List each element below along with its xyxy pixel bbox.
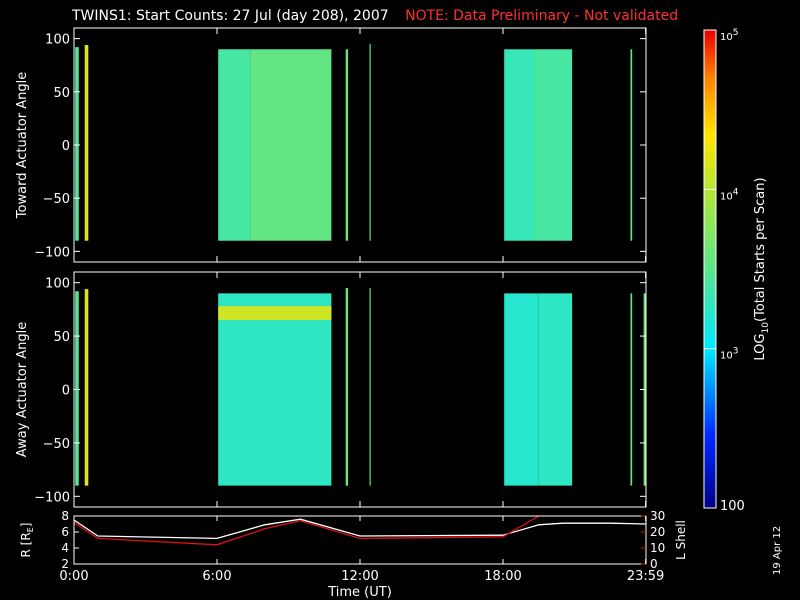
toward-panel-cell-5 [369,43,371,241]
ephemeris-ytick-label-3: 2 [61,557,69,571]
away-panel-cell-1 [84,289,89,486]
toward-panel-cell-2 [218,49,251,241]
toward-panel-ytick-label-4: −100 [34,245,70,260]
toward-panel-cell-7 [533,49,573,241]
away-panel-cell-5 [369,288,371,486]
colorbar-tick-label-2: 103 [720,347,738,362]
away-panel-cell-2 [218,293,332,486]
ephemeris-xtick-label-2: 12:00 [341,569,378,584]
ephemeris-xtick-label-3: 18:00 [484,569,521,584]
colorbar-tick-label-0: 105 [720,28,738,43]
ephemeris-y2tick-label-2: 10 [650,541,665,555]
away-panel-ytick-label-0: 100 [45,277,70,292]
away-panel-cell-3 [218,306,332,321]
toward-panel-cell-1 [84,45,89,241]
away-panel-ytick-label-1: 50 [53,330,70,345]
toward-panel-cell-4 [345,49,349,241]
ephemeris-ylabel: R [RE] [19,523,35,558]
toward-panel-ytick-label-2: 0 [62,139,70,154]
ephemeris-series-0 [73,518,647,540]
away-panel-ytick-label-2: 0 [62,384,70,399]
ephemeris-y2tick-label-3: 0 [650,557,658,571]
toward-panel-cell-8 [630,49,633,241]
toward-panel-ytick-label-3: −50 [43,192,70,207]
ephemeris-series-1 [73,515,540,546]
toward-panel-ytick-label-1: 50 [53,86,70,101]
toward-panel-ylabel: Toward Actuator Angle [15,72,30,219]
colorbar-min-label: 100 [720,499,745,514]
away-panel-cell-4 [345,288,349,486]
toward-panel-cell-3 [250,49,332,241]
away-panel-cell-7 [538,293,573,486]
ephemeris-y2label: L Shell [674,520,688,560]
title-row: TWINS1: Start Counts: 27 Jul (day 208), … [72,8,678,24]
toward-panel-cell-0 [75,47,79,241]
away-panel-cell-0 [75,291,79,486]
away-panel-ylabel: Away Actuator Angle [15,322,30,457]
toward-panel-cell-6 [504,49,534,241]
away-panel-ytick-label-3: −50 [43,437,70,452]
ephemeris-y2tick-label-1: 20 [650,525,665,539]
ephemeris-y2tick-label-0: 30 [650,509,665,523]
ephemeris-xtick-label-0: 0:00 [59,569,88,584]
colorbar-tick-label-1: 104 [720,187,739,202]
colorbar-label: LOG10(Total Starts per Scan) [753,177,771,360]
preliminary-note: NOTE: Data Preliminary - Not validated [405,8,679,24]
date-stamp: 19 Apr 12 [772,525,783,575]
ephemeris-xtick-label-1: 6:00 [202,569,231,584]
toward-panel-ytick-label-0: 100 [45,33,70,48]
chart-title: TWINS1: Start Counts: 27 Jul (day 208), … [72,8,389,24]
away-panel-cell-8 [630,293,633,486]
colorbar [703,29,717,509]
ephemeris-ytick-label-2: 4 [61,541,69,555]
x-axis-label: Time (UT) [327,585,392,600]
ephemeris-ytick-label-1: 6 [61,525,69,539]
ephemeris-xtick-label-4: 23:59 [627,569,664,584]
ephemeris-ytick-label-0: 8 [61,509,69,523]
away-panel-cell-6 [504,293,539,486]
away-panel-ytick-label-4: −100 [34,490,70,505]
